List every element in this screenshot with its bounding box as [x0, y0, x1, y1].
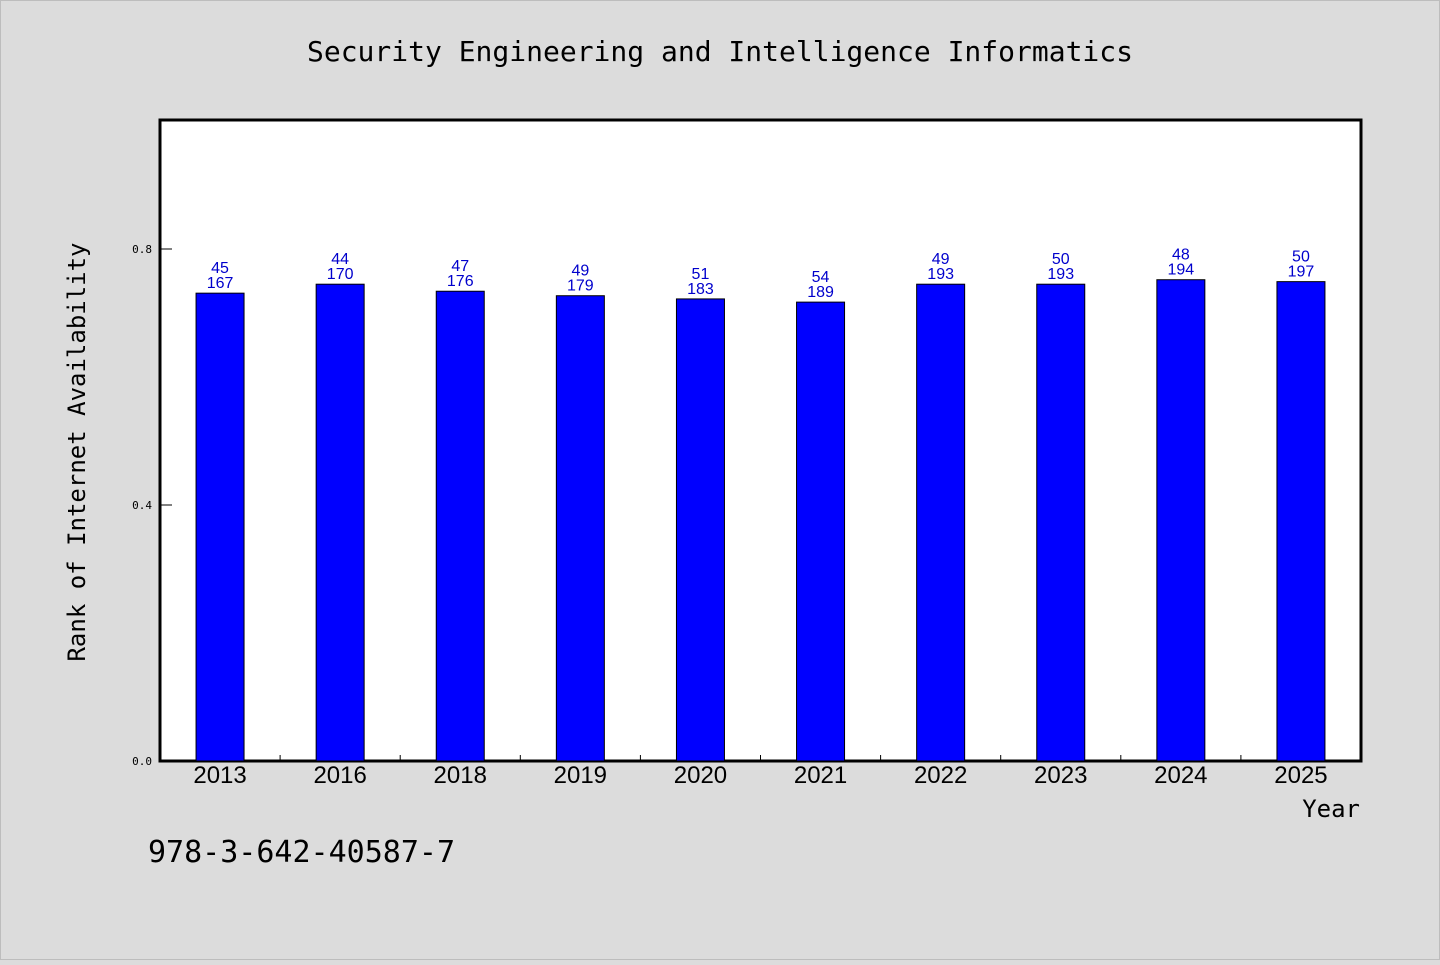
- bar: [315, 283, 365, 762]
- bar: [435, 290, 485, 762]
- isbn-text: 978-3-642-40587-7: [148, 835, 455, 870]
- bar: [1156, 279, 1206, 762]
- bar-label-bottom: 179: [567, 278, 594, 295]
- bar: [555, 295, 605, 762]
- bar-label-bottom: 197: [1288, 264, 1315, 281]
- bar-label-bottom: 167: [207, 275, 234, 292]
- y-tick-label: 0.4: [132, 499, 152, 512]
- x-tick-label: 2018: [434, 762, 487, 789]
- bar-label-bottom: 176: [447, 273, 474, 290]
- x-tick-label: 2024: [1154, 762, 1207, 789]
- x-tick-label: 2019: [554, 762, 607, 789]
- x-tick-label: 2013: [193, 762, 246, 789]
- bar-label-top: 47: [451, 258, 469, 275]
- x-tick-label: 2025: [1274, 762, 1327, 789]
- bar-label-bottom: 170: [327, 266, 354, 283]
- y-tick-label: 0.0: [132, 755, 152, 768]
- x-axis: 2013 2016 2018 2019 2020 2021 2022 2023 2024 2025: [193, 755, 1328, 789]
- x-tick-label: 2020: [674, 762, 727, 789]
- bar-label-top: 45: [211, 260, 229, 277]
- bar-label-top: 54: [812, 269, 830, 286]
- y-axis-label: Rank of Internet Availability: [63, 242, 91, 661]
- bar: [1036, 283, 1086, 762]
- y-axis: 0.0 0.4 0.8: [132, 243, 172, 768]
- bar-label-bottom: 189: [807, 284, 834, 301]
- bar: [1276, 281, 1326, 762]
- chart-title: Security Engineering and Intelligence In…: [307, 35, 1133, 68]
- bar: [916, 283, 966, 762]
- bar: [675, 298, 725, 762]
- bar-label-bottom: 193: [927, 266, 954, 283]
- bar-label-top: 44: [331, 251, 349, 268]
- x-tick-label: 2021: [794, 762, 847, 789]
- x-tick-label: 2016: [313, 762, 366, 789]
- bar-series: [195, 279, 1326, 762]
- bar-label-bottom: 194: [1167, 262, 1194, 279]
- bar-label-top: 49: [571, 263, 589, 280]
- bar: [195, 292, 245, 762]
- bar-label-top: 50: [1052, 251, 1070, 268]
- bar-label-top: 48: [1172, 247, 1190, 264]
- bar-label-bottom: 193: [1047, 266, 1074, 283]
- x-tick-label: 2022: [914, 762, 967, 789]
- bar-label-top: 49: [932, 251, 950, 268]
- x-tick-label: 2023: [1034, 762, 1087, 789]
- x-axis-label: Year: [1302, 795, 1360, 823]
- y-tick-label: 0.8: [132, 243, 152, 256]
- bar-label-bottom: 183: [687, 281, 714, 298]
- bar-label-top: 51: [692, 266, 710, 283]
- bar: [796, 301, 846, 762]
- bar-label-top: 50: [1292, 249, 1310, 266]
